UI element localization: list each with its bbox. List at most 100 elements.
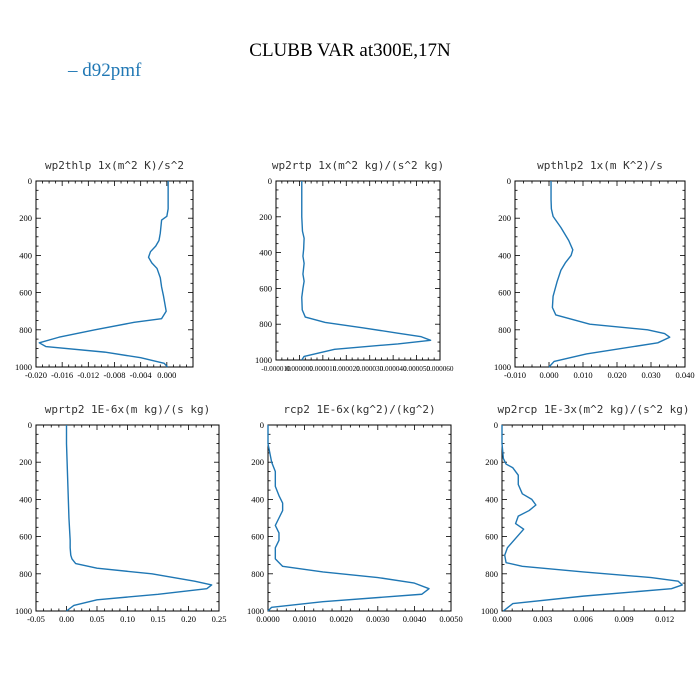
- y-tick-label: 400: [19, 250, 32, 260]
- legend: – d92pmf: [67, 60, 142, 81]
- y-tick-label: 800: [485, 569, 498, 579]
- plot-frame: [267, 424, 452, 612]
- y-tick-label: 400: [251, 494, 264, 504]
- y-tick-label: 400: [498, 250, 511, 260]
- x-tick-label: 0.000050: [403, 365, 430, 373]
- y-tick-label: 1000: [247, 606, 264, 616]
- plot-frame: [501, 424, 686, 612]
- legend-entry: – d92pmf: [67, 60, 142, 81]
- y-tick-label: 400: [259, 248, 272, 258]
- plot-frame: [35, 180, 194, 368]
- series-line: [38, 181, 169, 368]
- y-tick-label: 200: [485, 457, 498, 467]
- x-tick-label: 0.0040: [403, 614, 426, 624]
- x-tick-label: 0.15: [151, 614, 166, 624]
- series-line: [267, 425, 430, 612]
- x-tick-label: 0.000010: [309, 365, 336, 373]
- y-tick-label: 0: [268, 176, 272, 186]
- panel-title: wprtp2 1E-6x(m kg)/(s kg): [45, 403, 211, 416]
- y-tick-label: 0: [28, 420, 32, 430]
- x-tick-label: 0.030: [641, 370, 660, 380]
- y-tick-label: 600: [498, 288, 511, 298]
- x-tick-label: 0.0000: [256, 614, 279, 624]
- panels: wp2thlp 1x(m^2 K)/s^202004006008001000-0…: [15, 159, 695, 624]
- figure-title: CLUBB VAR at300E,17N: [249, 40, 451, 61]
- x-tick-label: 0.009: [614, 614, 633, 624]
- x-tick-label: 0.0030: [366, 614, 389, 624]
- panel-6: wp2rcp 1E-3x(m^2 kg)/(s^2 kg) 0 200 400 600 8…: [481, 403, 690, 624]
- y-tick-label: 600: [251, 532, 264, 542]
- x-tick-label: 0.25: [212, 614, 227, 624]
- y-tick-label: 400: [19, 494, 32, 504]
- x-tick-label: 0.010: [573, 370, 592, 380]
- x-tick-label: 0.000: [539, 370, 558, 380]
- plot-frame: [514, 180, 686, 368]
- y-tick-label: 200: [19, 457, 32, 467]
- y-tick-label: 600: [485, 532, 498, 542]
- y-tick-label: 200: [259, 212, 272, 222]
- x-tick-label: 0.012: [655, 614, 674, 624]
- x-tick-label: 0.00: [59, 614, 74, 624]
- y-tick-label: 1000: [494, 362, 511, 372]
- y-tick-label: 200: [19, 213, 32, 223]
- panel-title: wp2thlp 1x(m^2 K)/s^2: [45, 159, 184, 172]
- y-tick-label: 800: [498, 325, 511, 335]
- x-tick-label: 0.0020: [330, 614, 353, 624]
- series-line: [301, 181, 432, 361]
- y-tick-label: 400: [485, 494, 498, 504]
- plot-frame: [35, 424, 220, 612]
- panel-5: rcp2 1E-6x(kg^2)/(kg^2) 0 200 400 600 800 1000…: [247, 403, 463, 624]
- x-tick-label: 0.040: [675, 370, 694, 380]
- y-tick-label: 1000: [255, 355, 272, 365]
- y-tick-label: 800: [251, 569, 264, 579]
- x-tick-label: -0.020: [25, 370, 47, 380]
- x-tick-label: 0.020: [607, 370, 626, 380]
- y-tick-label: 0: [507, 176, 511, 186]
- plot-frame: [275, 180, 441, 361]
- x-tick-label: -0.000010: [261, 365, 291, 373]
- x-tick-label: 0.000: [492, 614, 511, 624]
- panel-title: wp2rcp 1E-3x(m^2 kg)/(s^2 kg): [497, 403, 689, 416]
- y-tick-label: 600: [259, 283, 272, 293]
- x-tick-label: 0.10: [120, 614, 135, 624]
- panel-2: wp2rtp 1x(m^2 kg)/(s^2 kg)0 200 400 600 800 1…: [255, 159, 454, 373]
- y-tick-label: 800: [19, 569, 32, 579]
- x-tick-label: 0.20: [181, 614, 196, 624]
- x-tick-label: 0.000060: [427, 365, 454, 373]
- y-tick-label: 0: [260, 420, 264, 430]
- y-tick-label: 1000: [481, 606, 498, 616]
- x-tick-label: 0.000040: [380, 365, 407, 373]
- panel-3: wpthlp2 1x(m K^2)/s 0 200 400 600 800 1000-0.0…: [494, 159, 695, 380]
- y-tick-label: 200: [251, 457, 264, 467]
- y-tick-label: 200: [498, 213, 511, 223]
- x-tick-label: 0.000030: [356, 365, 383, 373]
- series-line: [548, 181, 671, 368]
- x-tick-label: 0.0010: [293, 614, 316, 624]
- x-tick-label: 0.05: [90, 614, 105, 624]
- panel-1: wp2thlp 1x(m^2 K)/s^202004006008001000-0…: [15, 159, 194, 380]
- x-tick-label: 0.006: [574, 614, 593, 624]
- x-tick-label: 0.0050: [439, 614, 462, 624]
- x-tick-label: -0.012: [77, 370, 99, 380]
- y-tick-label: 600: [19, 532, 32, 542]
- x-tick-label: -0.016: [51, 370, 73, 380]
- x-tick-label: 0.003: [533, 614, 552, 624]
- panel-4: wprtp2 1E-6x(m kg)/(s kg) 0 200 400 600 800 10…: [15, 403, 226, 624]
- y-tick-label: 1000: [15, 606, 32, 616]
- series-line: [65, 425, 213, 612]
- y-tick-label: 800: [259, 319, 272, 329]
- y-tick-label: 600: [19, 288, 32, 298]
- x-tick-label: 0.000000: [286, 365, 313, 373]
- panel-title: wp2rtp 1x(m^2 kg)/(s^2 kg): [272, 159, 444, 172]
- x-tick-label: -0.010: [504, 370, 526, 380]
- panel-title: wpthlp2 1x(m K^2)/s: [537, 159, 663, 172]
- x-tick-label: 0.000020: [333, 365, 360, 373]
- y-tick-label: 0: [494, 420, 498, 430]
- x-tick-label: -0.008: [104, 370, 126, 380]
- x-tick-label: -0.004: [130, 370, 153, 380]
- y-tick-label: 1000: [15, 362, 32, 372]
- y-tick-label: 800: [19, 325, 32, 335]
- series-line: [501, 425, 683, 612]
- x-tick-label: -0.05: [27, 614, 45, 624]
